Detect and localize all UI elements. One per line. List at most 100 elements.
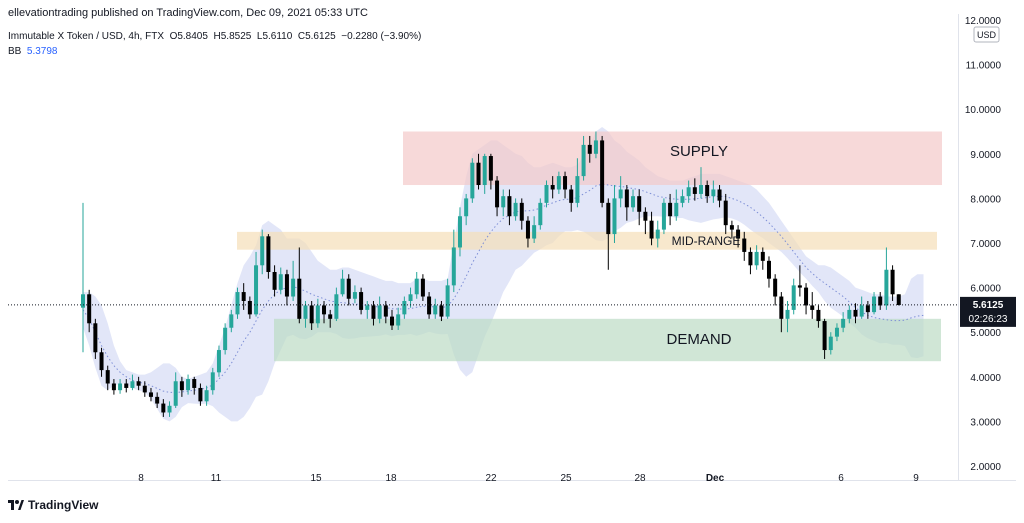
candle-body (532, 225, 537, 239)
candle-body (315, 305, 320, 324)
candle-body (87, 294, 92, 324)
y-tick-label: 7.0000 (970, 239, 1001, 250)
close-value: 5.6125 (305, 31, 336, 42)
candle-body (853, 309, 858, 317)
candle-body (680, 196, 685, 203)
candle-body (229, 314, 234, 328)
candle-body (272, 271, 277, 290)
candle-body (328, 314, 333, 319)
y-tick-label: 4.0000 (970, 373, 1001, 384)
candle-body (569, 189, 574, 203)
candle-body (340, 278, 345, 295)
candle-body (124, 383, 129, 388)
candle-body (723, 200, 728, 226)
x-tick-label: 28 (634, 473, 646, 484)
candle-body (637, 196, 642, 212)
candle-body (649, 220, 654, 239)
candle-body (420, 278, 425, 297)
high-value: 5.8525 (220, 31, 252, 42)
y-tick-label: 3.0000 (970, 417, 1001, 428)
close-label: C (297, 31, 306, 42)
candle-body (291, 278, 296, 297)
candle-body (427, 296, 432, 315)
candle-body (445, 285, 450, 317)
candle-body (457, 216, 462, 248)
candle-body (396, 314, 401, 326)
candle-body (142, 385, 147, 393)
x-tick-label: 15 (310, 473, 322, 484)
candle-body (93, 323, 98, 353)
candle-body (878, 296, 883, 306)
low-value: 5.6110 (262, 31, 293, 42)
high-label: H (213, 31, 221, 42)
candle-body (711, 189, 716, 197)
candle-body (760, 251, 765, 261)
candle-body (408, 294, 413, 301)
candle-body (365, 305, 370, 310)
tradingview-logo[interactable]: TradingView (8, 496, 98, 514)
candle-body (402, 300, 407, 315)
candle-body (668, 202, 673, 217)
candle-body (791, 285, 796, 310)
candle-body (186, 379, 191, 391)
zone-label-demand: DEMAND (666, 331, 731, 348)
candle-body (525, 220, 530, 239)
candle-body (179, 381, 184, 391)
candle-body (495, 180, 500, 208)
candle-body (717, 189, 722, 201)
candle-body (439, 305, 444, 317)
candle-body (797, 285, 802, 288)
bollinger-middle-line (82, 183, 924, 393)
currency-badge[interactable] (973, 26, 1000, 43)
candle-body (544, 185, 549, 203)
last-price-tag (960, 296, 1016, 327)
candle-body (303, 305, 308, 319)
candle-body (834, 327, 839, 337)
candle-body (254, 265, 259, 315)
candle-body (451, 247, 456, 286)
candle-body (284, 274, 289, 297)
candle-body (841, 318, 846, 328)
open-label: O (169, 31, 178, 42)
open-value: 5.8405 (177, 31, 208, 42)
candle-body (618, 189, 623, 199)
candle-body (118, 383, 123, 391)
y-tick-label: 11.0000 (966, 61, 1002, 72)
candle-body (235, 292, 240, 315)
candle-body (736, 229, 741, 239)
zone-mid-range (237, 231, 937, 250)
x-tick-label: 22 (485, 473, 497, 484)
candle-body (810, 305, 815, 310)
candle-body (699, 185, 703, 194)
candle-body (766, 260, 771, 279)
candle-body (81, 294, 85, 308)
candle-body (742, 238, 747, 252)
candle-body (470, 162, 475, 199)
candle-body (581, 144, 586, 177)
candle-body (148, 392, 153, 397)
tradingview-icon (8, 500, 24, 510)
candle-body (266, 236, 271, 272)
candle-body (674, 202, 679, 217)
candle-body (705, 185, 710, 197)
candle-body (488, 156, 493, 181)
candle-body (804, 287, 809, 306)
candle-body (563, 176, 568, 190)
y-tick-label: 9.0000 (970, 150, 1001, 161)
candle-body (161, 403, 166, 413)
candle-body (309, 305, 314, 324)
candle-body (600, 140, 605, 203)
last-price-label: 5.6125 (973, 300, 1004, 311)
candle-body (643, 211, 648, 221)
candle-body (556, 176, 561, 190)
candle-body (593, 140, 598, 154)
candle-body (631, 196, 636, 208)
candle-body (550, 185, 555, 190)
zone-demand (274, 318, 941, 362)
candle-body (130, 381, 135, 388)
candle-body (748, 251, 753, 266)
x-tick-label: 9 (913, 473, 919, 484)
candle-body (414, 278, 419, 295)
candle-body (278, 274, 283, 290)
